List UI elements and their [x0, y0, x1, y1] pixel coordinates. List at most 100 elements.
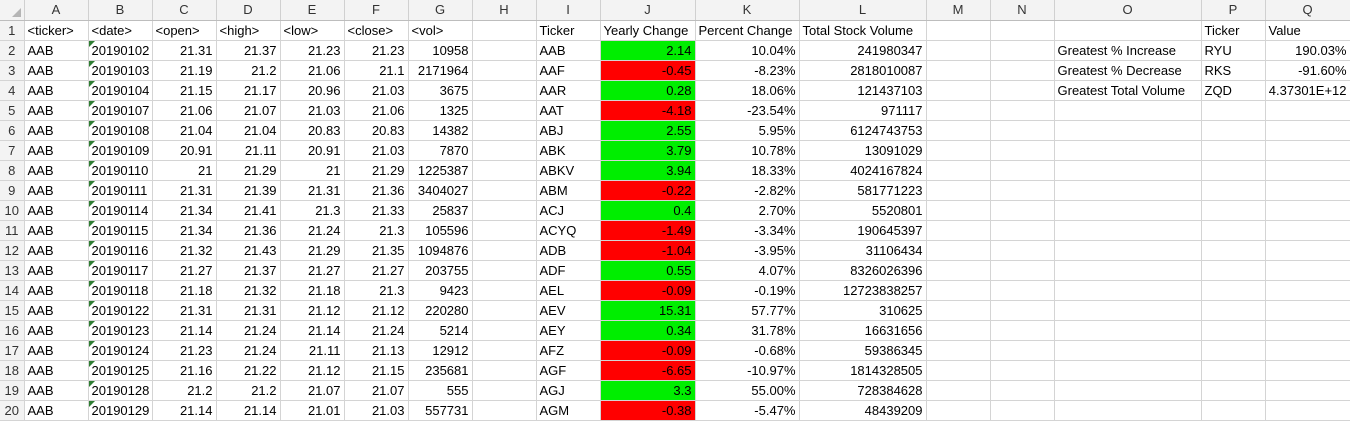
- cell-c8[interactable]: 21: [152, 160, 217, 181]
- cell-f16[interactable]: 21.24: [344, 320, 409, 341]
- cell-f15[interactable]: 21.12: [344, 300, 409, 321]
- cell-c15[interactable]: 21.31: [152, 300, 217, 321]
- cell-c17[interactable]: 21.23: [152, 340, 217, 361]
- cell-m6[interactable]: [926, 120, 991, 141]
- cell-b20[interactable]: 20190129: [88, 400, 153, 421]
- cell-j11[interactable]: -1.49: [600, 220, 696, 241]
- cell-k10[interactable]: 2.70%: [695, 200, 800, 221]
- cell-b16[interactable]: 20190123: [88, 320, 153, 341]
- cell-a20[interactable]: AAB: [24, 400, 89, 421]
- cell-a19[interactable]: AAB: [24, 380, 89, 401]
- cell-g9[interactable]: 3404027: [408, 180, 473, 201]
- cell-b4[interactable]: 20190104: [88, 80, 153, 101]
- cell-b12[interactable]: 20190116: [88, 240, 153, 261]
- row-header-12[interactable]: 12: [0, 240, 25, 261]
- cell-j16[interactable]: 0.34: [600, 320, 696, 341]
- cell-h20[interactable]: [472, 400, 537, 421]
- cell-g13[interactable]: 203755: [408, 260, 473, 281]
- cell-f4[interactable]: 21.03: [344, 80, 409, 101]
- cell-c9[interactable]: 21.31: [152, 180, 217, 201]
- cell-l12[interactable]: 31106434: [799, 240, 927, 261]
- cell-e15[interactable]: 21.12: [280, 300, 345, 321]
- cell-i19[interactable]: AGJ: [536, 380, 601, 401]
- row-header-2[interactable]: 2: [0, 40, 25, 61]
- cell-k6[interactable]: 5.95%: [695, 120, 800, 141]
- cell-g18[interactable]: 235681: [408, 360, 473, 381]
- cell-p10[interactable]: [1201, 200, 1266, 221]
- row-header-1[interactable]: 1: [0, 20, 25, 41]
- cell-o6[interactable]: [1054, 120, 1202, 141]
- cell-b6[interactable]: 20190108: [88, 120, 153, 141]
- cell-h4[interactable]: [472, 80, 537, 101]
- cell-o12[interactable]: [1054, 240, 1202, 261]
- cell-h15[interactable]: [472, 300, 537, 321]
- cell-k1[interactable]: Percent Change: [695, 20, 800, 41]
- cell-c10[interactable]: 21.34: [152, 200, 217, 221]
- cell-n18[interactable]: [990, 360, 1055, 381]
- cell-m18[interactable]: [926, 360, 991, 381]
- cell-j15[interactable]: 15.31: [600, 300, 696, 321]
- cell-l17[interactable]: 59386345: [799, 340, 927, 361]
- cell-a2[interactable]: AAB: [24, 40, 89, 61]
- cell-p15[interactable]: [1201, 300, 1266, 321]
- cell-p8[interactable]: [1201, 160, 1266, 181]
- column-header-c[interactable]: C: [152, 0, 217, 21]
- cell-q4[interactable]: 4.37301E+12: [1265, 80, 1350, 101]
- column-header-p[interactable]: P: [1201, 0, 1266, 21]
- cell-h8[interactable]: [472, 160, 537, 181]
- cell-h11[interactable]: [472, 220, 537, 241]
- row-header-14[interactable]: 14: [0, 280, 25, 301]
- row-header-3[interactable]: 3: [0, 60, 25, 81]
- cell-o3[interactable]: Greatest % Decrease: [1054, 60, 1202, 81]
- cell-d20[interactable]: 21.14: [216, 400, 281, 421]
- cell-h7[interactable]: [472, 140, 537, 161]
- cell-l11[interactable]: 190645397: [799, 220, 927, 241]
- cell-f10[interactable]: 21.33: [344, 200, 409, 221]
- cell-o9[interactable]: [1054, 180, 1202, 201]
- cell-f5[interactable]: 21.06: [344, 100, 409, 121]
- cell-d2[interactable]: 21.37: [216, 40, 281, 61]
- cell-e11[interactable]: 21.24: [280, 220, 345, 241]
- cell-m17[interactable]: [926, 340, 991, 361]
- cell-p1[interactable]: Ticker: [1201, 20, 1266, 41]
- row-header-13[interactable]: 13: [0, 260, 25, 281]
- cell-l13[interactable]: 8326026396: [799, 260, 927, 281]
- cell-g10[interactable]: 25837: [408, 200, 473, 221]
- cell-o1[interactable]: [1054, 20, 1202, 41]
- cell-n2[interactable]: [990, 40, 1055, 61]
- cell-k5[interactable]: -23.54%: [695, 100, 800, 121]
- cell-n16[interactable]: [990, 320, 1055, 341]
- cell-e18[interactable]: 21.12: [280, 360, 345, 381]
- cell-d18[interactable]: 21.22: [216, 360, 281, 381]
- cell-f6[interactable]: 20.83: [344, 120, 409, 141]
- cell-k17[interactable]: -0.68%: [695, 340, 800, 361]
- cell-h12[interactable]: [472, 240, 537, 261]
- cell-l18[interactable]: 1814328505: [799, 360, 927, 381]
- cell-f14[interactable]: 21.3: [344, 280, 409, 301]
- cell-m12[interactable]: [926, 240, 991, 261]
- cell-o10[interactable]: [1054, 200, 1202, 221]
- cell-q12[interactable]: [1265, 240, 1350, 261]
- cell-h17[interactable]: [472, 340, 537, 361]
- cell-m11[interactable]: [926, 220, 991, 241]
- cell-j7[interactable]: 3.79: [600, 140, 696, 161]
- cell-e4[interactable]: 20.96: [280, 80, 345, 101]
- cell-o2[interactable]: Greatest % Increase: [1054, 40, 1202, 61]
- cell-j20[interactable]: -0.38: [600, 400, 696, 421]
- cell-f9[interactable]: 21.36: [344, 180, 409, 201]
- cell-p18[interactable]: [1201, 360, 1266, 381]
- cell-a1[interactable]: <ticker>: [24, 20, 89, 41]
- row-header-19[interactable]: 19: [0, 380, 25, 401]
- cell-o5[interactable]: [1054, 100, 1202, 121]
- cell-i15[interactable]: AEV: [536, 300, 601, 321]
- column-header-d[interactable]: D: [216, 0, 281, 21]
- column-header-f[interactable]: F: [344, 0, 409, 21]
- cell-d13[interactable]: 21.37: [216, 260, 281, 281]
- cell-f12[interactable]: 21.35: [344, 240, 409, 261]
- cell-a14[interactable]: AAB: [24, 280, 89, 301]
- cell-j18[interactable]: -6.65: [600, 360, 696, 381]
- cell-n11[interactable]: [990, 220, 1055, 241]
- cell-p9[interactable]: [1201, 180, 1266, 201]
- cell-e1[interactable]: <low>: [280, 20, 345, 41]
- cell-d6[interactable]: 21.04: [216, 120, 281, 141]
